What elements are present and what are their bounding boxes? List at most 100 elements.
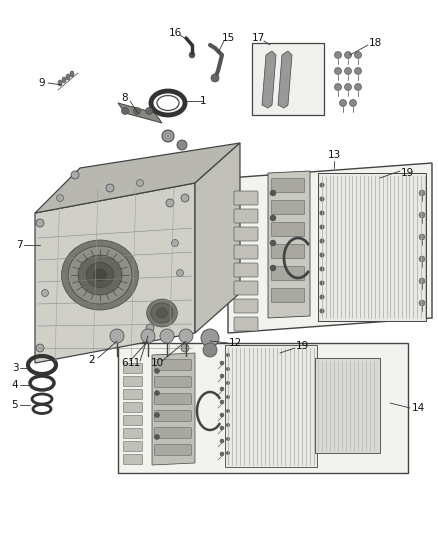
Ellipse shape — [86, 262, 114, 287]
Text: 18: 18 — [368, 38, 381, 48]
Circle shape — [155, 391, 159, 395]
Circle shape — [220, 452, 224, 456]
FancyBboxPatch shape — [124, 429, 142, 439]
Circle shape — [106, 184, 114, 192]
Text: 19: 19 — [295, 341, 309, 351]
FancyBboxPatch shape — [155, 377, 191, 387]
FancyBboxPatch shape — [234, 227, 258, 241]
Circle shape — [181, 344, 189, 352]
Circle shape — [220, 413, 224, 417]
Circle shape — [177, 140, 187, 150]
FancyBboxPatch shape — [315, 358, 380, 453]
Circle shape — [146, 324, 154, 332]
Text: 4: 4 — [12, 380, 18, 390]
Circle shape — [335, 52, 342, 59]
FancyBboxPatch shape — [234, 245, 258, 259]
FancyBboxPatch shape — [234, 317, 258, 331]
Ellipse shape — [151, 303, 173, 323]
Circle shape — [226, 395, 230, 399]
Circle shape — [354, 52, 361, 59]
Circle shape — [226, 451, 230, 455]
Bar — [252, 43, 324, 115]
FancyBboxPatch shape — [234, 299, 258, 313]
FancyBboxPatch shape — [155, 445, 191, 455]
Circle shape — [419, 256, 425, 262]
Circle shape — [319, 253, 325, 257]
Ellipse shape — [70, 71, 74, 77]
Text: 1: 1 — [200, 96, 206, 106]
Ellipse shape — [68, 246, 132, 304]
Circle shape — [179, 329, 193, 343]
FancyBboxPatch shape — [234, 209, 258, 223]
Circle shape — [177, 270, 184, 277]
Circle shape — [220, 400, 224, 404]
Circle shape — [145, 108, 152, 115]
Circle shape — [319, 280, 325, 286]
Circle shape — [181, 194, 189, 202]
Circle shape — [160, 329, 174, 343]
Circle shape — [226, 367, 230, 371]
Circle shape — [319, 211, 325, 215]
Circle shape — [419, 278, 425, 284]
Polygon shape — [278, 51, 292, 108]
Circle shape — [134, 108, 141, 115]
Circle shape — [319, 182, 325, 188]
Circle shape — [270, 215, 276, 221]
Circle shape — [42, 289, 49, 296]
Text: 6: 6 — [122, 358, 128, 368]
FancyBboxPatch shape — [272, 266, 304, 280]
Circle shape — [270, 240, 276, 246]
Text: 7: 7 — [16, 240, 22, 250]
Ellipse shape — [58, 80, 62, 86]
FancyBboxPatch shape — [272, 288, 304, 303]
Text: 8: 8 — [122, 93, 128, 103]
Circle shape — [319, 238, 325, 244]
Circle shape — [110, 329, 124, 343]
Circle shape — [220, 426, 224, 430]
FancyBboxPatch shape — [124, 416, 142, 425]
Circle shape — [345, 68, 352, 75]
Circle shape — [319, 309, 325, 313]
Ellipse shape — [61, 240, 138, 310]
FancyBboxPatch shape — [124, 390, 142, 400]
Circle shape — [354, 84, 361, 91]
Polygon shape — [152, 353, 195, 465]
Circle shape — [319, 197, 325, 201]
Circle shape — [141, 329, 155, 343]
Ellipse shape — [62, 77, 66, 83]
Circle shape — [350, 100, 357, 107]
Circle shape — [203, 343, 217, 357]
Circle shape — [270, 265, 276, 271]
FancyBboxPatch shape — [155, 394, 191, 405]
Circle shape — [220, 361, 224, 365]
Text: 17: 17 — [251, 33, 265, 43]
Text: 12: 12 — [228, 338, 242, 348]
Ellipse shape — [147, 299, 177, 327]
Polygon shape — [268, 171, 310, 318]
Polygon shape — [35, 143, 240, 213]
Text: 2: 2 — [88, 355, 95, 365]
Polygon shape — [262, 51, 276, 108]
Circle shape — [201, 329, 219, 347]
Text: 10: 10 — [150, 358, 163, 368]
Circle shape — [71, 171, 79, 179]
Circle shape — [226, 353, 230, 357]
FancyBboxPatch shape — [124, 376, 142, 386]
Text: 15: 15 — [221, 33, 235, 43]
Circle shape — [220, 387, 224, 391]
Circle shape — [419, 190, 425, 196]
Text: 14: 14 — [411, 403, 424, 413]
FancyBboxPatch shape — [155, 360, 191, 370]
Circle shape — [166, 199, 174, 207]
Circle shape — [226, 409, 230, 413]
Circle shape — [345, 84, 352, 91]
Ellipse shape — [78, 255, 122, 295]
FancyBboxPatch shape — [234, 281, 258, 295]
Ellipse shape — [93, 269, 106, 281]
Circle shape — [226, 423, 230, 427]
Circle shape — [319, 295, 325, 300]
Circle shape — [319, 224, 325, 230]
Circle shape — [319, 266, 325, 271]
Circle shape — [155, 368, 159, 374]
Circle shape — [354, 68, 361, 75]
